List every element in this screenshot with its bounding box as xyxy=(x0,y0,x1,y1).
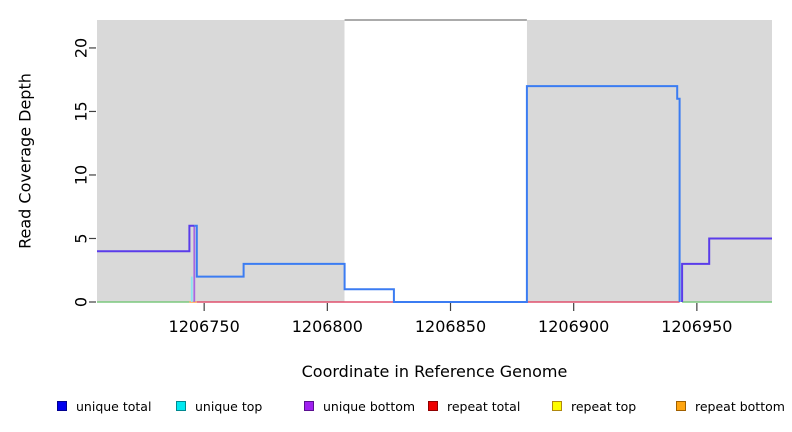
y-tick-label: 5 xyxy=(72,233,91,243)
legend-item-unique-bottom: unique bottom xyxy=(304,398,415,414)
legend-swatch-icon xyxy=(552,401,562,411)
legend-swatch-icon xyxy=(176,401,186,411)
y-tick-label: 0 xyxy=(72,297,91,307)
legend-item-repeat-top: repeat top xyxy=(552,398,636,414)
legend-label: unique bottom xyxy=(323,398,416,414)
legend-label: repeat top xyxy=(571,398,637,414)
legend-swatch-icon xyxy=(304,401,314,411)
x-tick-label: 1206950 xyxy=(661,317,732,336)
legend-label: unique total xyxy=(76,398,152,414)
y-axis-title: Read Coverage Depth xyxy=(15,73,35,249)
legend-label: repeat bottom xyxy=(695,398,785,414)
unique-total-mid xyxy=(194,85,681,303)
unique-total-plus-bottom-left xyxy=(97,224,195,253)
legend: unique total unique top unique bottom repea… xyxy=(0,398,792,418)
x-tick-label: 1206900 xyxy=(538,317,609,336)
y-tick-label: 15 xyxy=(72,101,91,121)
legend-label: repeat total xyxy=(447,398,521,414)
right-gray-region xyxy=(526,20,772,302)
unique-total-plus-bottom-right xyxy=(681,237,772,302)
y-tick-label: 10 xyxy=(72,165,91,185)
legend-swatch-icon xyxy=(428,401,438,411)
x-tick-label: 1206800 xyxy=(292,317,363,336)
legend-label: unique top xyxy=(195,398,263,414)
x-tick-label: 1206850 xyxy=(415,317,486,336)
legend-item-repeat-bottom: repeat bottom xyxy=(676,398,785,414)
legend-item-repeat-total: repeat total xyxy=(428,398,520,414)
x-axis-title: Coordinate in Reference Genome xyxy=(301,362,568,381)
legend-item-unique-top: unique top xyxy=(176,398,262,414)
left-gray-region xyxy=(97,20,345,302)
legend-item-unique-total: unique total xyxy=(57,398,151,414)
uncovered-gap-region xyxy=(344,20,527,302)
legend-swatch-icon xyxy=(57,401,67,411)
x-tick-label: 1206750 xyxy=(169,317,240,336)
legend-swatch-icon xyxy=(676,401,686,411)
y-tick-label: 20 xyxy=(72,38,91,58)
